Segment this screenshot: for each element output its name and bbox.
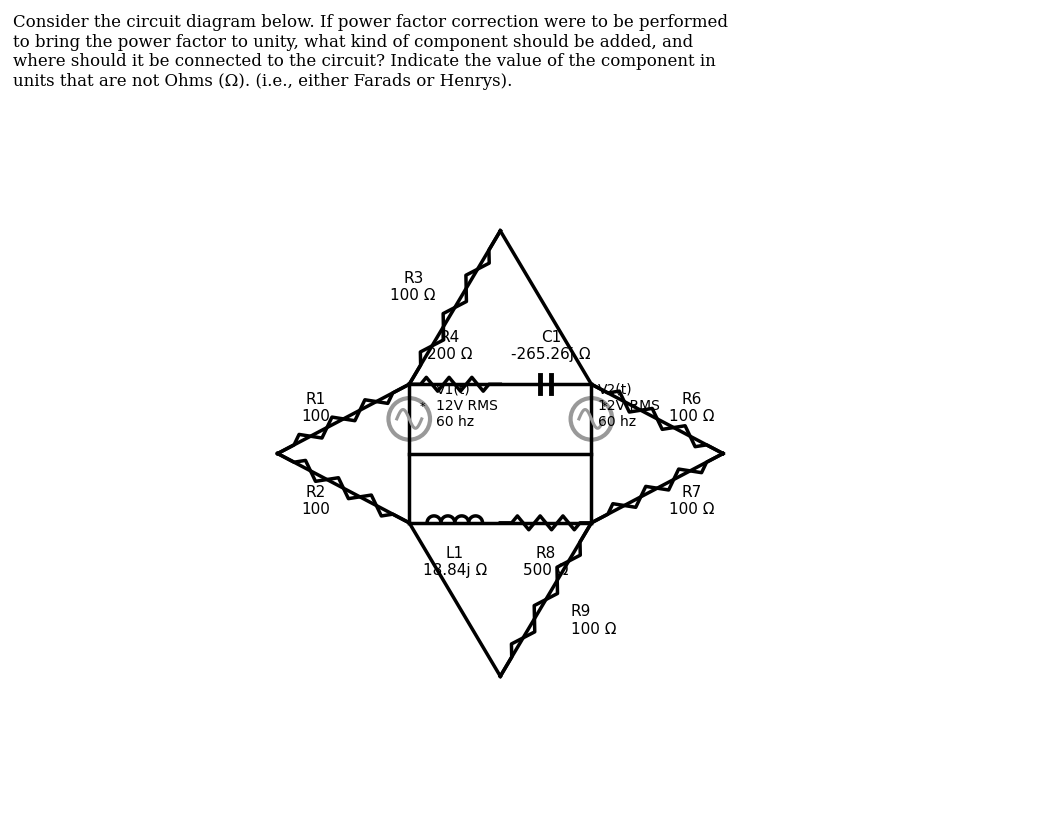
Text: R3
100 Ω: R3 100 Ω xyxy=(390,270,436,302)
Text: L1
18.84j Ω: L1 18.84j Ω xyxy=(423,545,487,577)
Text: V1(t)
12V RMS
60 hz: V1(t) 12V RMS 60 hz xyxy=(436,382,497,428)
Text: R9
100 Ω: R9 100 Ω xyxy=(571,604,617,636)
Text: R1
100: R1 100 xyxy=(301,391,331,423)
Text: *: * xyxy=(602,401,607,411)
Text: R8
500 Ω: R8 500 Ω xyxy=(523,545,569,577)
Text: C1
-265.26j Ω: C1 -265.26j Ω xyxy=(511,330,591,362)
Text: V2(t)
12V RMS
60 hz: V2(t) 12V RMS 60 hz xyxy=(598,382,660,428)
Text: R2
100: R2 100 xyxy=(301,484,331,517)
Text: R7
100 Ω: R7 100 Ω xyxy=(669,484,714,517)
Text: R6
100 Ω: R6 100 Ω xyxy=(669,391,714,423)
Text: R4
200 Ω: R4 200 Ω xyxy=(427,330,473,362)
Text: *: * xyxy=(419,401,425,411)
Text: Consider the circuit diagram below. If power factor correction were to be perfor: Consider the circuit diagram below. If p… xyxy=(14,14,728,90)
